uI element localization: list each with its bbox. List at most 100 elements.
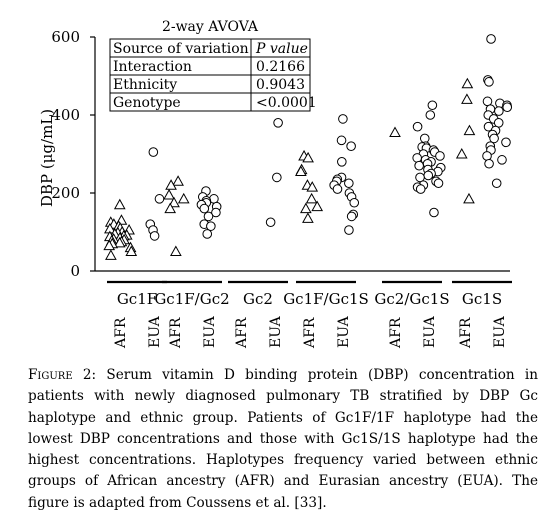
afr-triangle-point [164,202,177,214]
anova-row-value: <0.0001 [256,95,317,111]
eua-circle-point [501,137,511,148]
anova-row-value: 0.9043 [256,77,305,93]
eua-circle-point [494,106,504,116]
afr-triangle-point [163,188,175,200]
eua-circle-point [338,114,348,124]
anova-header-pvalue: P value [255,41,308,57]
ethnicity-label: EUA [492,315,508,348]
ethnicity-label: EUA [202,315,218,348]
afr-triangle-point [305,192,318,204]
axes [94,37,510,272]
afr-triangle-point [105,249,117,260]
ethnicity-label: AFR [388,317,404,349]
anova-table: 2-way AVOVA Source of variation P value … [109,19,317,112]
afr-triangle-point [311,200,324,212]
eua-circle-point [203,211,214,222]
anova-row-label: Ethnicity [113,77,177,93]
eua-circle-point [265,217,276,228]
eua-circle-point [346,141,356,151]
afr-triangle-point [455,147,468,159]
eua-circle-point [415,184,426,194]
anova-row-label: Interaction [113,59,192,75]
ethnicity-label: AFR [302,317,318,349]
group-label: Gc1S [462,290,502,308]
afr-triangle-point [177,192,190,204]
anova-row-label: Genotype [113,95,181,111]
caption-label: Figure 2: [28,367,97,383]
data-points [103,34,513,260]
eua-circle-point [412,153,422,163]
eua-circle-point [336,135,347,146]
eua-circle-point [435,151,445,161]
eua-circle-point [412,121,423,132]
eua-circle-point [425,110,436,120]
afr-triangle-point [165,179,177,190]
afr-triangle-point [172,175,184,186]
eua-circle-point [415,172,425,183]
eua-circle-point [344,225,354,235]
afr-triangle-point [113,236,126,248]
eua-circle-point [491,178,502,189]
ethnicity-label: EUA [336,315,352,348]
eua-circle-point [346,211,357,222]
afr-triangle-point [302,212,314,223]
afr-triangle-point [125,245,138,256]
eua-circle-point [337,157,347,167]
ethnicity-label: AFR [234,317,250,349]
eua-circle-point [482,151,492,161]
eua-circle-point [154,194,165,204]
afr-triangle-point [461,77,474,89]
afr-triangle-point [113,198,126,210]
y-tick-label: 600 [51,28,80,46]
eua-circle-point [148,147,159,157]
y-tick-label: 0 [70,262,80,280]
group-label: Gc2 [243,290,273,308]
afr-triangle-point [169,245,182,256]
afr-triangle-point [168,196,180,208]
eua-circle-point [486,34,496,44]
eua-circle-point [414,160,424,171]
ethnicity-labels: AFR EUA AFR EUA AFR EUA AFR EUA AFR EUA AFR EUA [113,315,508,349]
eua-circle-point [273,118,283,128]
eua-circle-point [206,221,216,231]
eua-circle-point [332,184,343,194]
afr-triangle-point [389,126,401,138]
y-axis-label: DBP (μg/mL) [38,109,56,207]
ethnicity-label: AFR [458,317,474,349]
group-label: Gc1F [117,290,157,308]
eua-circle-point [484,77,494,87]
ethnicity-label: AFR [113,317,129,349]
afr-triangle-point [461,93,473,104]
ethnicity-label: EUA [147,315,163,348]
ethnicity-label: AFR [168,317,184,349]
eua-circle-point [149,231,160,241]
anova-row-value: 0.2166 [256,59,305,75]
eua-circle-point [199,203,210,214]
caption-text: Serum vitamin D binding protein (DBP) co… [28,367,538,511]
afr-triangle-point [295,165,307,177]
eua-circle-point [484,158,494,169]
eua-circle-point [427,100,438,111]
eua-circle-point [489,133,499,144]
group-label: Gc1F/Gc1S [283,290,369,308]
anova-title: 2-way AVOVA [162,19,259,35]
ethnicity-label: EUA [268,315,284,348]
eua-circle-point [344,178,354,189]
eua-circle-point [497,155,507,165]
anova-header-source: Source of variation [113,41,249,57]
eua-circle-point [429,207,439,218]
eua-circle-point [272,172,282,183]
eua-circle-point [349,197,360,208]
eua-circle-point [419,133,430,144]
afr-triangle-point [299,202,312,214]
afr-triangle-point [103,239,116,251]
eua-circle-point [502,102,513,112]
figure-caption: Figure 2: Serum vitamin D binding protei… [28,365,538,514]
y-ticks: 0 200 400 600 [51,28,95,280]
eua-circle-point [211,207,221,218]
afr-triangle-point [463,192,475,204]
afr-triangle-point [306,181,319,192]
y-tick-label: 200 [51,184,80,202]
